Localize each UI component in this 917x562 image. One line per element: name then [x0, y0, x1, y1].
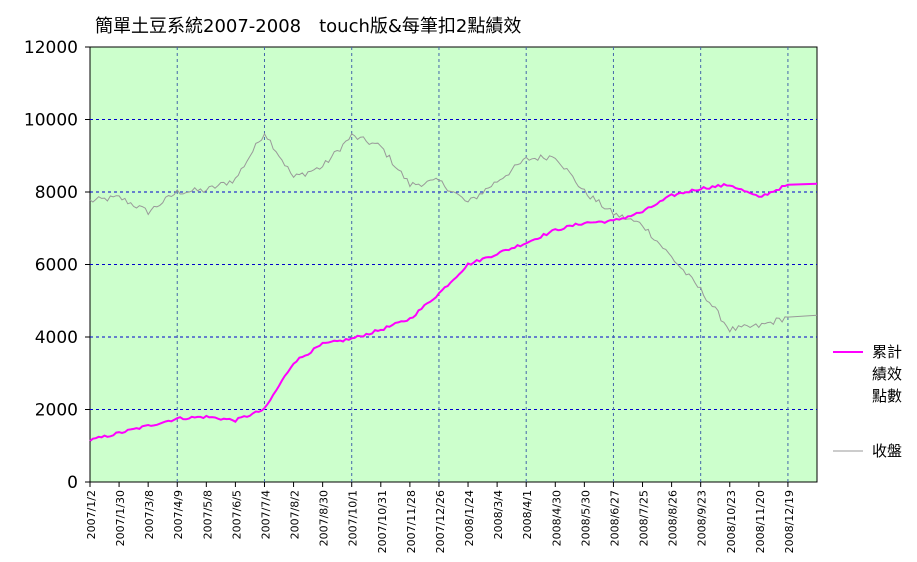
x-tick-label: 2008/12/19 — [783, 490, 796, 553]
x-tick-label: 2008/5/30 — [579, 490, 592, 546]
chart-title: 簡單土豆系統2007-2008 touch版&每筆扣2點績效 — [95, 16, 521, 37]
y-tick-label: 8000 — [35, 183, 78, 203]
x-tick-label: 2007/6/5 — [230, 490, 243, 539]
y-tick-label: 6000 — [35, 256, 78, 276]
y-tick-label: 4000 — [35, 328, 78, 348]
legend-label: 點數 — [872, 387, 902, 405]
x-tick-label: 2008/4/1 — [521, 490, 534, 539]
grid — [90, 47, 817, 482]
x-axis: 2007/1/2 2007/1/30 2007/3/8 2007/4/9 2007/5/… — [85, 482, 796, 553]
x-tick-label: 2008/7/25 — [638, 490, 651, 546]
y-tick-label: 12000 — [24, 38, 78, 58]
x-tick-label: 2007/1/30 — [114, 490, 127, 546]
x-tick-label: 2008/11/20 — [754, 490, 767, 553]
x-tick-label: 2007/5/8 — [201, 490, 214, 539]
x-tick-label: 2008/6/27 — [608, 490, 621, 546]
legend-label: 收盤 — [872, 442, 902, 460]
x-tick-label: 2007/8/2 — [289, 490, 302, 539]
x-tick-label: 2007/4/9 — [172, 490, 185, 539]
y-axis: 0 2000 4000 6000 8000 10000 12000 — [24, 38, 90, 493]
x-tick-label: 2008/1/24 — [463, 490, 476, 546]
x-tick-label: 2007/3/8 — [143, 490, 156, 539]
legend-label: 績效 — [872, 365, 902, 383]
series-layer — [89, 132, 818, 442]
series-group — [89, 182, 818, 442]
x-tick-label: 2007/11/28 — [405, 490, 418, 553]
x-tick-label: 2008/4/30 — [550, 490, 563, 546]
legend-label: 累計 — [872, 343, 902, 361]
series-group — [89, 132, 818, 333]
y-tick-label: 2000 — [35, 401, 78, 421]
x-tick-label: 2007/8/30 — [318, 490, 331, 546]
x-tick-label: 2007/10/1 — [347, 490, 360, 546]
series-line — [89, 182, 818, 442]
y-tick-label: 10000 — [24, 111, 78, 131]
x-tick-label: 2007/7/4 — [259, 490, 272, 539]
y-tick-label: 0 — [67, 473, 78, 493]
x-tick-label: 2007/10/31 — [376, 490, 389, 553]
x-tick-label: 2008/9/23 — [696, 490, 709, 546]
x-tick-label: 2007/1/2 — [85, 490, 98, 539]
x-tick-label: 2008/8/26 — [667, 490, 680, 546]
x-tick-label: 2008/3/4 — [492, 490, 505, 539]
x-tick-label: 2008/10/23 — [725, 490, 738, 553]
series-line — [89, 132, 818, 333]
x-tick-label: 2007/12/26 — [434, 490, 447, 553]
